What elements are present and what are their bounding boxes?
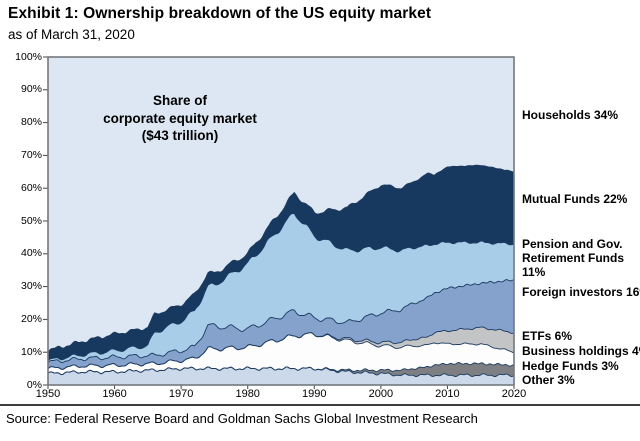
x-tick-label: 2000 [368, 388, 394, 400]
x-tick-label: 1970 [168, 388, 194, 400]
band-etfs [48, 327, 514, 370]
source-note: Source: Federal Reserve Board and Goldma… [6, 411, 478, 426]
x-tick-label: 2020 [501, 388, 527, 400]
series-label-etfs: ETFs 6% [522, 329, 573, 343]
series-label-mutual-funds: Mutual Funds 22% [522, 192, 628, 206]
band-hedge-funds [48, 362, 514, 377]
series-label-households: Households 34% [522, 108, 619, 122]
y-tick-label: 40% [20, 247, 42, 260]
x-tick-label: 1960 [102, 388, 127, 400]
x-tick-label: 1980 [235, 388, 260, 400]
y-tick-label: 30% [20, 280, 42, 293]
series-label-foreign-investors: Foreign investors 16% [522, 285, 640, 299]
annotation-line-3: ($43 trillion) [141, 128, 219, 144]
as-of-date: as of March 31, 2020 [8, 27, 135, 42]
x-tick-label: 2010 [435, 388, 460, 400]
band-pension-and-gov-retirement-funds [48, 213, 514, 363]
band-foreign-investors [48, 279, 514, 370]
page-title: Exhibit 1: Ownership breakdown of the US… [8, 5, 432, 22]
band-other [48, 366, 514, 385]
y-tick-label: 20% [20, 312, 42, 325]
y-tick-label: 0% [26, 378, 42, 391]
y-tick-label: 50% [20, 214, 42, 227]
footer-divider [0, 404, 640, 406]
band-business-holdings [48, 332, 514, 375]
y-tick-label: 10% [20, 345, 42, 358]
y-tick-label: 80% [20, 116, 42, 129]
x-tick-label: 1950 [35, 388, 61, 400]
y-tick-label: 100% [15, 50, 42, 63]
chart-annotation: Share of corporate equity market ($43 tr… [70, 92, 290, 145]
annotation-line-1: Share of [152, 93, 207, 108]
series-label-business-holdings: Business holdings 4% [522, 344, 640, 358]
y-tick-label: 60% [20, 181, 42, 194]
series-label-hedge-funds: Hedge Funds 3% [522, 359, 619, 373]
band-mutual-funds [48, 165, 514, 361]
y-tick-label: 70% [20, 148, 42, 161]
y-tick-label: 90% [20, 83, 42, 96]
series-label-other: Other 3% [522, 373, 575, 387]
series-label-pension: Pension and Gov. Retirement Funds 11% [522, 237, 625, 279]
annotation-line-2: corporate equity market [103, 110, 257, 126]
x-tick-label: 1990 [302, 388, 327, 400]
